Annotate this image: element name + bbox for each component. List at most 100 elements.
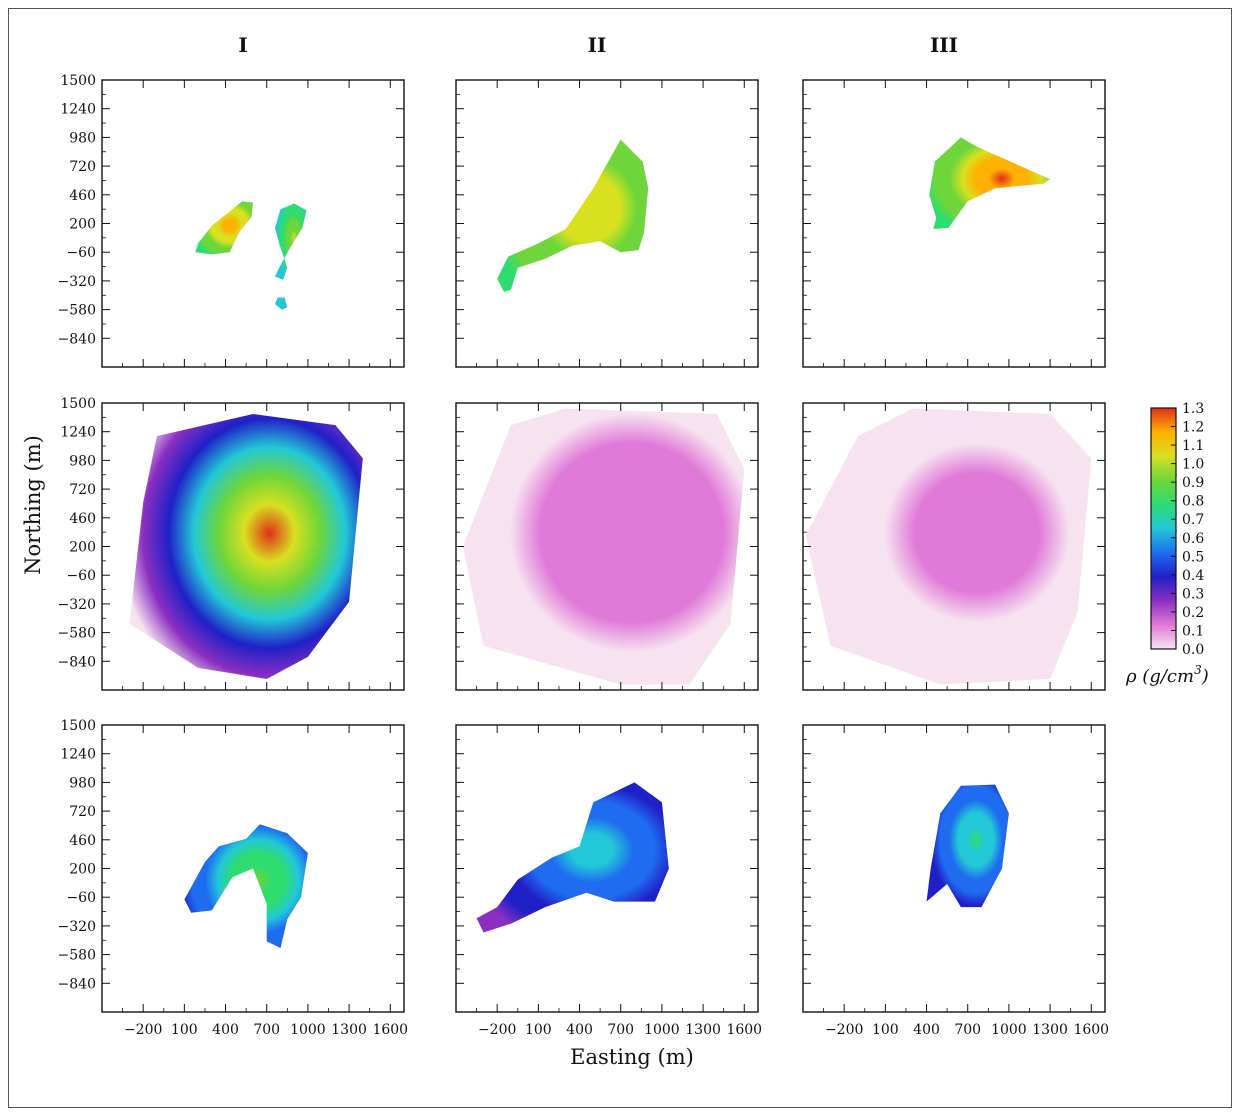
panel-r1-c1 (455, 402, 759, 691)
x-tick-label: 1000 (991, 1022, 1027, 1038)
x-tick-label: 400 (212, 1022, 239, 1038)
y-tick-label: 980 (69, 453, 96, 469)
y-tick-label: 200 (69, 217, 96, 233)
y-tick-label: −840 (58, 976, 96, 992)
panel-r1-c0: 1500 1240 980 720 460 200 −60 −320 −580 −840 (58, 396, 405, 691)
density-blob-II-top (497, 139, 649, 292)
x-tick-label: 1000 (644, 1022, 680, 1038)
x-tick-label: 700 (954, 1022, 981, 1038)
y-tick-label: 980 (69, 775, 96, 791)
y-tick-label: −320 (58, 597, 96, 613)
panel-r0-c2 (802, 79, 1106, 368)
x-tick-label: 1300 (331, 1022, 367, 1038)
colorbar-tick-label: 0.4 (1182, 568, 1204, 584)
y-tick-label: 460 (69, 188, 96, 204)
colorbar-title-end: ) (1201, 666, 1209, 687)
colorbar-tick-label: 0.3 (1182, 586, 1204, 602)
colorbar-tick-label: 1.1 (1182, 438, 1204, 454)
panel-r2-c1: −200 100 400 700 1000 1300 1600 (455, 724, 762, 1038)
density-blob-II-bottom (476, 782, 669, 933)
density-blob-I-top-south (275, 297, 288, 310)
colorbar-tick-label: 0.8 (1182, 494, 1204, 510)
colorbar-tick-label: 0.7 (1182, 512, 1204, 528)
column-titles: I II III (238, 33, 958, 57)
y-tick-label: 200 (69, 540, 96, 556)
colorbar-tick-label: 1.2 (1182, 420, 1204, 436)
panel-frame (101, 79, 405, 368)
x-tick-label: 1300 (685, 1022, 721, 1038)
density-blob-III-top (929, 137, 1051, 229)
y-tick-label: 1500 (60, 396, 96, 412)
x-tick-label: 1600 (372, 1022, 408, 1038)
column-title-2: II (588, 33, 607, 57)
y-tick-label: −840 (58, 654, 96, 670)
colorbar-tick-label: 0.5 (1182, 549, 1204, 565)
colorbar-tick-label: 1.0 (1182, 457, 1204, 473)
y-tick-label: 460 (69, 833, 96, 849)
y-tick-label: 720 (69, 482, 96, 498)
y-tick-label: −580 (58, 303, 96, 319)
y-tick-label: 1240 (60, 102, 96, 118)
column-title-1: I (238, 33, 247, 57)
x-tick-label: 400 (913, 1022, 940, 1038)
column-title-3: III (930, 33, 958, 57)
x-tick-label: 1600 (1073, 1022, 1109, 1038)
x-tick-label: −200 (825, 1022, 863, 1038)
colorbar-title-sup: 3 (1194, 663, 1202, 677)
panel-r0-c1 (455, 79, 759, 368)
density-blob-III-mid (805, 408, 1092, 685)
y-tick-label: 720 (69, 804, 96, 820)
x-axis-title: Easting (m) (570, 1045, 694, 1069)
x-tick-label: 700 (253, 1022, 280, 1038)
panel-r0-c0: 1500 1240 980 720 460 200 −60 −320 −580 −840 (58, 73, 405, 368)
colorbar-scale (1150, 407, 1177, 650)
density-blob-II-mid (462, 408, 745, 685)
colorbar-tick-label: 0.1 (1182, 623, 1204, 639)
y-axis-title: Northing (m) (21, 435, 45, 575)
density-blob-I-top-west (195, 201, 253, 255)
y-tick-label: 980 (69, 130, 96, 146)
y-tick-label: 1500 (60, 73, 96, 89)
panel-frame (802, 79, 1106, 368)
density-blob-I-top-east (275, 203, 307, 280)
colorbar-title: ρ (g/cm3) (1125, 663, 1209, 687)
panel-r2-c0: 1500 1240 980 720 460 200 −60 −320 −580 −840 −200 1… (58, 718, 409, 1038)
y-tick-label: −320 (58, 919, 96, 935)
y-tick-label: 200 (69, 862, 96, 878)
colorbar-title-main: ρ (g/cm (1125, 666, 1194, 687)
y-tick-label: −60 (66, 568, 96, 584)
x-tick-label: 1300 (1032, 1022, 1068, 1038)
colorbar: 1.3 1.2 1.1 1.0 0.9 0.8 0.7 0.6 0.5 0.4 0.3 0.2 0.1 0… (1125, 401, 1209, 687)
colorbar-tick-label: 0.9 (1182, 475, 1204, 491)
y-tick-label: 1500 (60, 718, 96, 734)
density-blob-I-bottom (184, 824, 308, 948)
y-tick-label: −580 (58, 626, 96, 642)
x-tick-label: 700 (607, 1022, 634, 1038)
colorbar-tick-label: 0.2 (1182, 605, 1204, 621)
x-tick-label: 1600 (726, 1022, 762, 1038)
colorbar-tick-label: 0.6 (1182, 531, 1204, 547)
density-blob-III-bottom (926, 784, 1009, 908)
panels-layer: 15001240980720460200−60−320−580−84015001… (58, 73, 1110, 1038)
figure-frame (8, 8, 1232, 1108)
panel-r1-c2 (802, 402, 1106, 691)
x-tick-label: −200 (478, 1022, 516, 1038)
y-tick-label: −60 (66, 890, 96, 906)
y-tick-label: −580 (58, 948, 96, 964)
x-tick-label: 100 (171, 1022, 198, 1038)
x-tick-label: 1000 (290, 1022, 326, 1038)
colorbar-tick-label: 0.0 (1182, 642, 1204, 658)
x-tick-label: −200 (124, 1022, 162, 1038)
y-tick-label: 1240 (60, 747, 96, 763)
y-tick-label: −840 (58, 331, 96, 347)
x-tick-label: 100 (525, 1022, 552, 1038)
density-blob-I-mid (129, 414, 363, 679)
y-tick-label: 720 (69, 159, 96, 175)
x-tick-label: 100 (872, 1022, 899, 1038)
y-tick-label: 460 (69, 511, 96, 527)
y-tick-label: −320 (58, 274, 96, 290)
y-tick-label: −60 (66, 245, 96, 261)
panel-r2-c2: −200 100 400 700 1000 1300 1600 (802, 724, 1109, 1038)
y-tick-label: 1240 (60, 425, 96, 441)
